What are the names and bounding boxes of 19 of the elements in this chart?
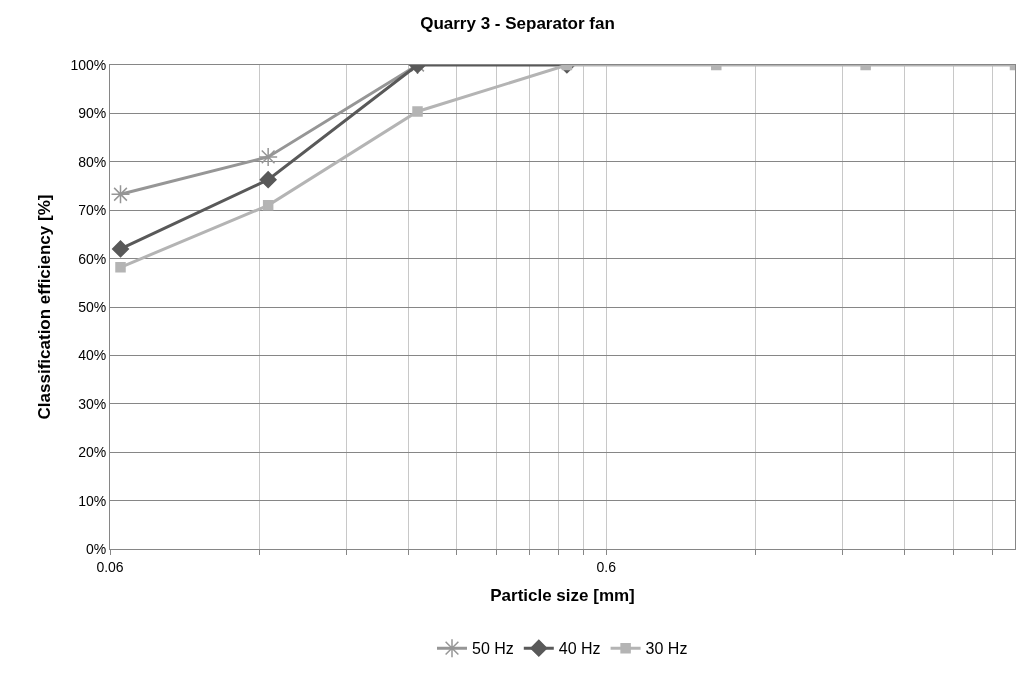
y-tick-label: 80%	[78, 153, 107, 170]
y-tick-label: 30%	[78, 395, 107, 412]
legend-label: 50 Hz	[472, 640, 514, 658]
y-tick-label: 10%	[78, 492, 107, 509]
y-tick-label: 90%	[78, 105, 107, 122]
y-tick-label: 70%	[78, 202, 107, 219]
y-axis-title: Classification efficiency [%]	[34, 194, 54, 420]
legend-label: 30 Hz	[645, 640, 688, 658]
y-tick-label: 0%	[85, 540, 107, 557]
y-tick-label: 100%	[70, 56, 107, 73]
x-axis-title: Particle size [mm]	[490, 586, 635, 606]
y-tick-label: 60%	[78, 250, 107, 267]
legend-label: 40 Hz	[558, 640, 601, 658]
y-tick-label: 50%	[78, 298, 107, 315]
x-tick-label: 0.06	[96, 558, 124, 575]
x-tick-label: 0.6	[596, 558, 617, 575]
chart-title: Quarry 3 - Separator fan	[420, 13, 615, 33]
y-tick-label: 40%	[78, 347, 107, 364]
y-tick-label: 20%	[78, 444, 107, 461]
